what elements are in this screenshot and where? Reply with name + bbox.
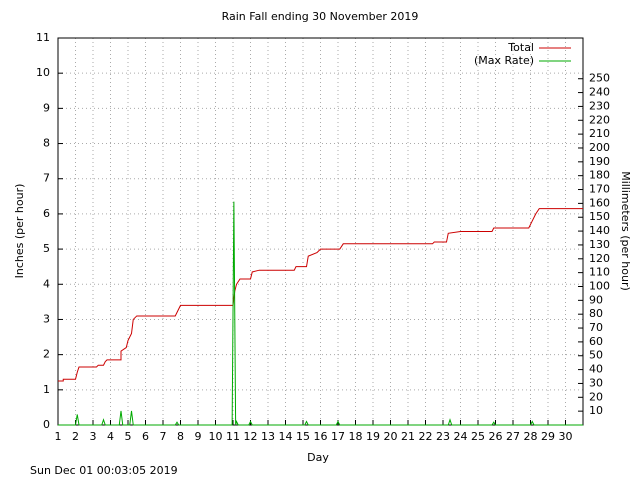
y-tick-label: 6: [43, 207, 50, 220]
y-tick-label: 10: [36, 66, 50, 79]
x-tick-label: 28: [524, 430, 538, 443]
y2-tick-label: 150: [589, 210, 610, 223]
y-axis-label: Inches (per hour): [13, 184, 26, 279]
x-tick-label: 30: [559, 430, 573, 443]
y2-tick-label: 60: [589, 335, 603, 348]
y2-tick-label: 210: [589, 127, 610, 140]
legend-label: Total: [507, 41, 534, 54]
x-tick-label: 15: [296, 430, 310, 443]
y-tick-label: 0: [43, 418, 50, 431]
x-tick-label: 19: [366, 430, 380, 443]
y2-tick-label: 70: [589, 321, 603, 334]
x-tick-label: 22: [419, 430, 433, 443]
x-tick-label: 21: [401, 430, 415, 443]
y2-tick-label: 240: [589, 86, 610, 99]
chart-title: Rain Fall ending 30 November 2019: [222, 10, 419, 23]
y-tick-label: 8: [43, 137, 50, 150]
x-tick-label: 14: [279, 430, 293, 443]
x-tick-label: 26: [489, 430, 503, 443]
y-tick-label: 5: [43, 242, 50, 255]
x-tick-label: 18: [349, 430, 363, 443]
y2-tick-label: 140: [589, 224, 610, 237]
y2-tick-label: 170: [589, 183, 610, 196]
footer: Sun Dec 01 00:03:05 2019: [30, 464, 178, 477]
y2-tick-label: 10: [589, 404, 603, 417]
x-tick-label: 8: [177, 430, 184, 443]
y2-tick-label: 200: [589, 141, 610, 154]
y2-tick-label: 120: [589, 252, 610, 265]
x-tick-label: 5: [125, 430, 132, 443]
y2-tick-label: 80: [589, 307, 603, 320]
x-tick-label: 23: [436, 430, 450, 443]
y-tick-label: 3: [43, 312, 50, 325]
y2-tick-label: 230: [589, 99, 610, 112]
legend-label: (Max Rate): [474, 54, 534, 67]
x-tick-label: 27: [506, 430, 520, 443]
y2-tick-label: 160: [589, 196, 610, 209]
x-tick-label: 10: [209, 430, 223, 443]
y-tick-label: 9: [43, 101, 50, 114]
y-tick-label: 2: [43, 348, 50, 361]
x-tick-label: 12: [244, 430, 258, 443]
y2-tick-label: 50: [589, 349, 603, 362]
x-tick-label: 13: [261, 430, 275, 443]
x-tick-label: 7: [160, 430, 167, 443]
x-tick-label: 6: [142, 430, 149, 443]
y2-tick-label: 20: [589, 390, 603, 403]
x-tick-label: 9: [195, 430, 202, 443]
x-tick-label: 2: [72, 430, 79, 443]
y2-tick-label: 220: [589, 113, 610, 126]
y2-tick-label: 250: [589, 72, 610, 85]
y2-tick-label: 180: [589, 169, 610, 182]
x-tick-label: 20: [384, 430, 398, 443]
x-tick-label: 17: [331, 430, 345, 443]
y2-tick-label: 110: [589, 266, 610, 279]
y2-tick-label: 30: [589, 376, 603, 389]
x-axis-label: Day: [307, 451, 329, 464]
x-tick-label: 4: [107, 430, 114, 443]
y-tick-label: 4: [43, 277, 50, 290]
y-tick-label: 1: [43, 383, 50, 396]
y2-axis-label: Millimeters (per hour): [619, 171, 632, 291]
x-tick-label: 3: [90, 430, 97, 443]
x-tick-label: 1: [55, 430, 62, 443]
y2-tick-label: 100: [589, 279, 610, 292]
y2-tick-label: 90: [589, 293, 603, 306]
x-tick-label: 29: [541, 430, 555, 443]
y-tick-label: 7: [43, 172, 50, 185]
x-tick-label: 16: [314, 430, 328, 443]
y2-tick-label: 40: [589, 363, 603, 376]
series-line: [58, 208, 583, 382]
y2-tick-label: 130: [589, 238, 610, 251]
y-tick-label: 11: [36, 31, 50, 44]
x-tick-label: 24: [454, 430, 468, 443]
y2-tick-label: 190: [589, 155, 610, 168]
x-tick-label: 11: [226, 430, 240, 443]
x-tick-label: 25: [471, 430, 485, 443]
series-line: [58, 201, 583, 426]
